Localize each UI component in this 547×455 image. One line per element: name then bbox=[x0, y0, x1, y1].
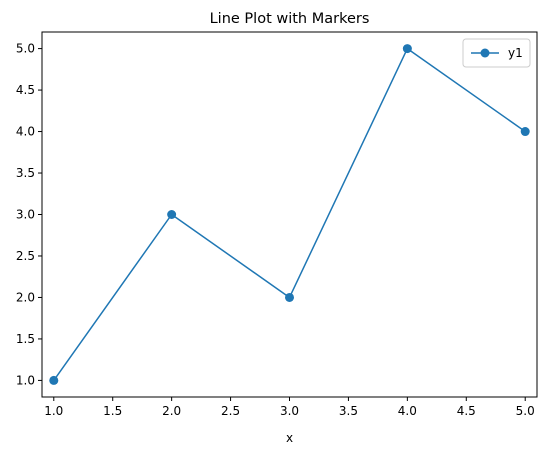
y-tick-label: 4.5 bbox=[16, 83, 35, 97]
legend: y1 bbox=[462, 38, 531, 68]
x-tick-label: 5.0 bbox=[516, 404, 535, 418]
data-point bbox=[402, 44, 412, 54]
chart-title: Line Plot with Markers bbox=[210, 11, 370, 27]
y-tick-label: 3.5 bbox=[16, 166, 35, 180]
data-point bbox=[520, 127, 530, 137]
legend-marker bbox=[480, 48, 490, 58]
y-tick-label: 1.5 bbox=[16, 332, 35, 346]
y-axis: 1.0 1.5 2.0 2.5 3.0 3.5 4.0 4.5 5.0 bbox=[16, 42, 42, 387]
x-tick-label: 4.5 bbox=[457, 404, 476, 418]
x-tick-label: 1.5 bbox=[103, 404, 122, 418]
y-tick-label: 2.0 bbox=[16, 290, 35, 304]
x-tick-label: 3.0 bbox=[280, 404, 299, 418]
plot-area bbox=[41, 31, 538, 398]
data-point bbox=[167, 210, 177, 219]
x-tick-label: 1.0 bbox=[44, 404, 63, 418]
y-tick-label: 1.0 bbox=[16, 373, 35, 387]
legend-label-y1: y1 bbox=[508, 46, 523, 60]
y-tick-label: 2.5 bbox=[16, 249, 35, 263]
x-tick-label: 4.0 bbox=[398, 404, 417, 418]
series-layer bbox=[49, 44, 530, 385]
data-point bbox=[49, 375, 59, 385]
data-point bbox=[285, 292, 294, 302]
x-axis: 1.0 1.5 2.0 2.5 3.0 3.5 4.0 4.5 5.0 bbox=[44, 397, 535, 418]
x-tick-label: 2.0 bbox=[162, 404, 181, 418]
y-tick-label: 3.0 bbox=[16, 208, 35, 222]
y-tick-label: 5.0 bbox=[16, 42, 35, 56]
x-axis-label: x bbox=[286, 431, 293, 445]
y-tick-label: 4.0 bbox=[16, 125, 35, 139]
x-tick-label: 2.5 bbox=[221, 404, 240, 418]
x-tick-label: 3.5 bbox=[339, 404, 358, 418]
